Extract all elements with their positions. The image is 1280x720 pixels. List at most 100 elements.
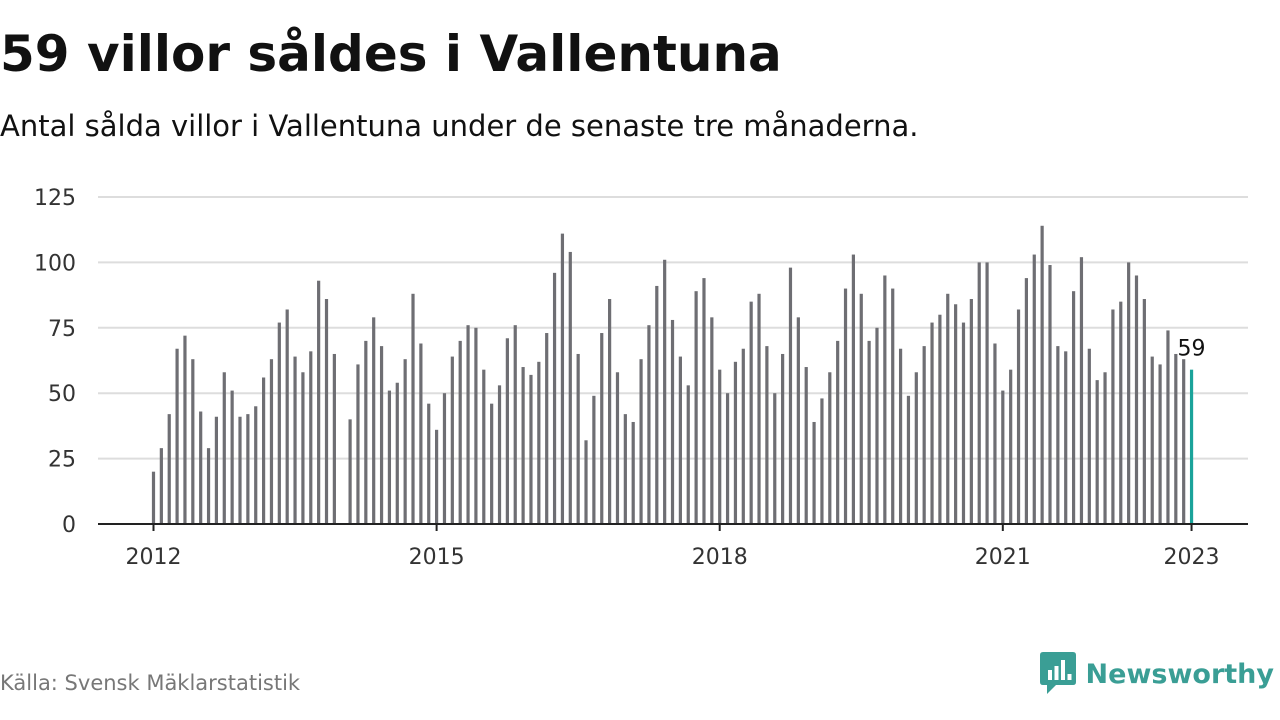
bar xyxy=(246,414,250,524)
bar xyxy=(891,288,895,524)
brand-name: Newsworthy xyxy=(1085,659,1274,690)
bar xyxy=(733,361,738,524)
chart-subtitle: Antal sålda villor i Vallentuna under de… xyxy=(0,109,919,143)
brand-logo[interactable]: Newsworthy xyxy=(1039,652,1274,696)
bar xyxy=(741,348,745,524)
bar xyxy=(1174,353,1178,524)
bar xyxy=(647,325,651,524)
bar xyxy=(191,359,195,524)
bar xyxy=(545,333,549,524)
bar xyxy=(348,419,352,524)
bar xyxy=(788,267,793,524)
bar xyxy=(537,361,541,524)
bar xyxy=(812,421,816,524)
bar xyxy=(1056,346,1060,524)
bar xyxy=(364,340,368,524)
y-tick-label: 25 xyxy=(48,448,76,473)
bar xyxy=(718,369,722,524)
bar xyxy=(796,317,800,524)
bar xyxy=(521,367,525,524)
x-tick-label: 2018 xyxy=(692,545,748,570)
bar xyxy=(608,299,612,524)
bar xyxy=(1111,309,1115,524)
bar xyxy=(1071,291,1076,524)
bar xyxy=(867,340,871,524)
bar xyxy=(1048,265,1052,524)
bar xyxy=(615,372,620,524)
bar xyxy=(1064,351,1068,524)
bar xyxy=(151,471,156,524)
bar xyxy=(969,299,973,524)
bar xyxy=(584,440,588,524)
bar xyxy=(175,348,179,524)
bar xyxy=(930,322,934,524)
bar xyxy=(254,406,258,524)
bar xyxy=(623,414,627,524)
bar xyxy=(293,356,297,524)
bar xyxy=(568,251,572,524)
bar xyxy=(435,429,439,524)
bar xyxy=(372,317,376,524)
bar xyxy=(592,395,596,524)
x-tick-label: 2012 xyxy=(126,545,182,570)
bar xyxy=(529,374,533,524)
bar xyxy=(828,372,832,524)
bar xyxy=(749,301,753,524)
bar xyxy=(1079,257,1084,524)
bar xyxy=(214,416,219,524)
y-tick-label: 125 xyxy=(34,186,76,211)
bar xyxy=(403,359,407,524)
bar-highlight xyxy=(1189,369,1194,524)
bar xyxy=(206,448,211,524)
bar xyxy=(1182,359,1186,524)
source-note: Källa: Svensk Mäklarstatistik xyxy=(0,671,301,695)
bar xyxy=(773,393,777,524)
bar xyxy=(961,322,966,524)
bar xyxy=(309,351,313,524)
bar xyxy=(490,403,494,524)
bar xyxy=(387,390,392,524)
bar xyxy=(269,359,274,524)
bars xyxy=(151,225,1194,525)
bar xyxy=(183,335,187,524)
bar xyxy=(419,343,423,524)
bar xyxy=(694,291,698,524)
bar xyxy=(505,338,509,524)
bar xyxy=(914,372,918,524)
bar xyxy=(631,421,635,524)
bar xyxy=(977,262,981,524)
bar xyxy=(851,254,855,525)
bar xyxy=(686,385,690,524)
bar xyxy=(238,416,242,524)
bar xyxy=(702,278,706,524)
bar xyxy=(1095,380,1099,524)
y-axis-tick-labels: 0 25 50 75 100 125 xyxy=(34,186,76,538)
bar xyxy=(466,325,470,524)
y-tick-label: 75 xyxy=(48,317,76,342)
bar xyxy=(1119,301,1123,524)
bar xyxy=(946,293,950,524)
highlight-data-label: 59 xyxy=(1178,337,1206,362)
bar xyxy=(317,280,321,524)
bar xyxy=(883,275,887,524)
bar xyxy=(1001,390,1005,524)
bar xyxy=(725,393,730,524)
bar xyxy=(1150,356,1154,524)
bar xyxy=(427,403,431,524)
bar xyxy=(560,233,565,524)
bar xyxy=(1009,369,1013,524)
bar xyxy=(1032,254,1036,525)
bar xyxy=(678,356,682,524)
bar xyxy=(655,285,659,524)
bar xyxy=(356,364,360,524)
bar xyxy=(442,393,447,524)
bar xyxy=(765,346,769,524)
bar xyxy=(993,343,997,524)
bar xyxy=(277,322,281,524)
bar xyxy=(513,325,517,524)
bar xyxy=(639,359,643,524)
bar xyxy=(324,299,329,524)
bar xyxy=(820,398,824,524)
bar xyxy=(411,293,415,524)
bar xyxy=(1087,348,1091,524)
